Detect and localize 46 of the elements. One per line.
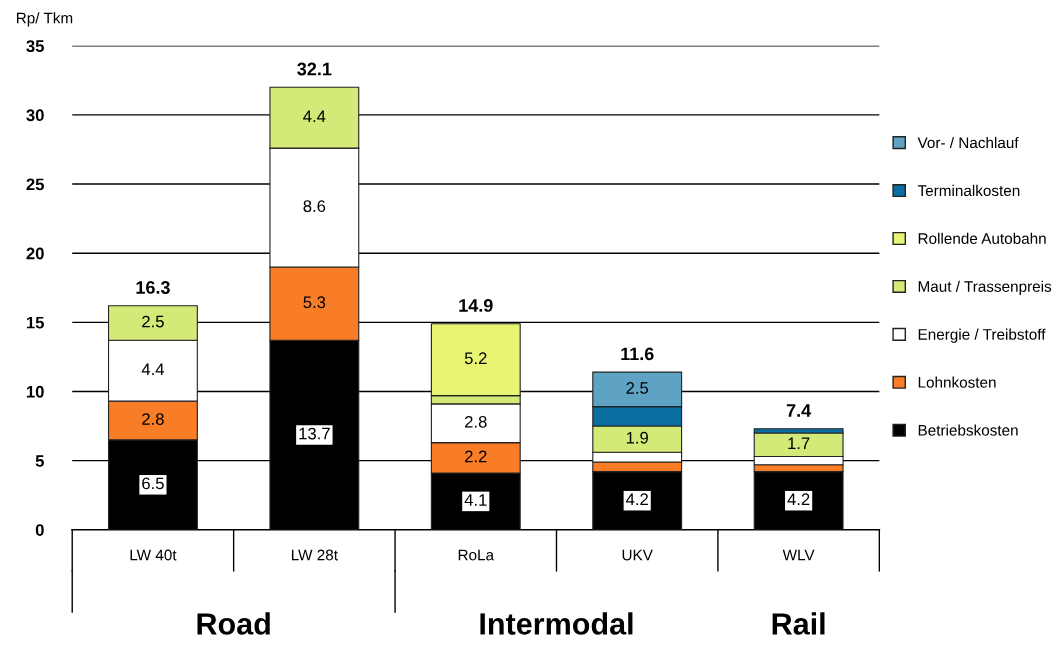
data-label: 1.9 [626, 431, 648, 444]
total-label: 16.3 [136, 281, 170, 294]
x-tick-label: RoLa [458, 549, 495, 561]
x-tick-label: UKV [622, 549, 653, 561]
x-tick-label: LW 28t [291, 549, 338, 561]
data-label: 2.2 [465, 450, 487, 463]
legend-label: Energie / Treibstoff [918, 328, 1046, 343]
data-label: 1.7 [788, 437, 810, 450]
data-label: 5.2 [464, 352, 487, 365]
total-label: 32.1 [297, 62, 332, 76]
data-label: 13.7 [299, 427, 330, 440]
data-label: 4.2 [626, 493, 648, 506]
data-label: 5.3 [303, 296, 326, 309]
text: Intermodal [480, 612, 633, 635]
y-tick-label: 5 [35, 455, 44, 467]
data-label: 2.8 [465, 415, 487, 428]
legend-label: Betriebskosten [918, 424, 1018, 436]
y-tick-label: 35 [26, 40, 44, 53]
y-axis-title: Rp/ Tkm [16, 12, 73, 27]
legend-label: Terminalkosten [917, 184, 1020, 197]
data-label: 2.8 [142, 413, 164, 425]
data-label: 4.4 [141, 363, 165, 376]
data-label: 2.5 [626, 382, 649, 394]
x-tick-label: LW 40t [130, 549, 177, 561]
text: Rail [772, 612, 825, 635]
legend-label: Lohnkosten [918, 376, 996, 388]
data-label: 4.4 [303, 110, 326, 122]
y-tick-label: 0 [35, 524, 44, 536]
legend-label: Vor- / Nachlauf [917, 136, 1019, 149]
total-label: 14.9 [459, 299, 493, 312]
data-label: 4.2 [787, 493, 810, 506]
data-label: 8.6 [303, 200, 326, 213]
y-tick-label: 30 [26, 109, 44, 122]
total-label: 7.4 [786, 404, 812, 417]
data-label: 4.1 [464, 494, 487, 506]
y-tick-label: 10 [26, 385, 44, 398]
legend-label: Rollende Autobahn [918, 232, 1046, 244]
x-tick-label: WLV [782, 549, 815, 561]
y-tick-label: 20 [26, 247, 44, 260]
data-label: 2.5 [142, 315, 164, 328]
y-tick-label: 15 [26, 316, 44, 329]
data-label: 6.5 [142, 477, 164, 490]
text: Road [197, 612, 270, 635]
legend-label: Maut / Trassenpreis [918, 280, 1052, 295]
total-label: 11.6 [621, 347, 654, 361]
y-tick-label: 25 [26, 178, 44, 191]
